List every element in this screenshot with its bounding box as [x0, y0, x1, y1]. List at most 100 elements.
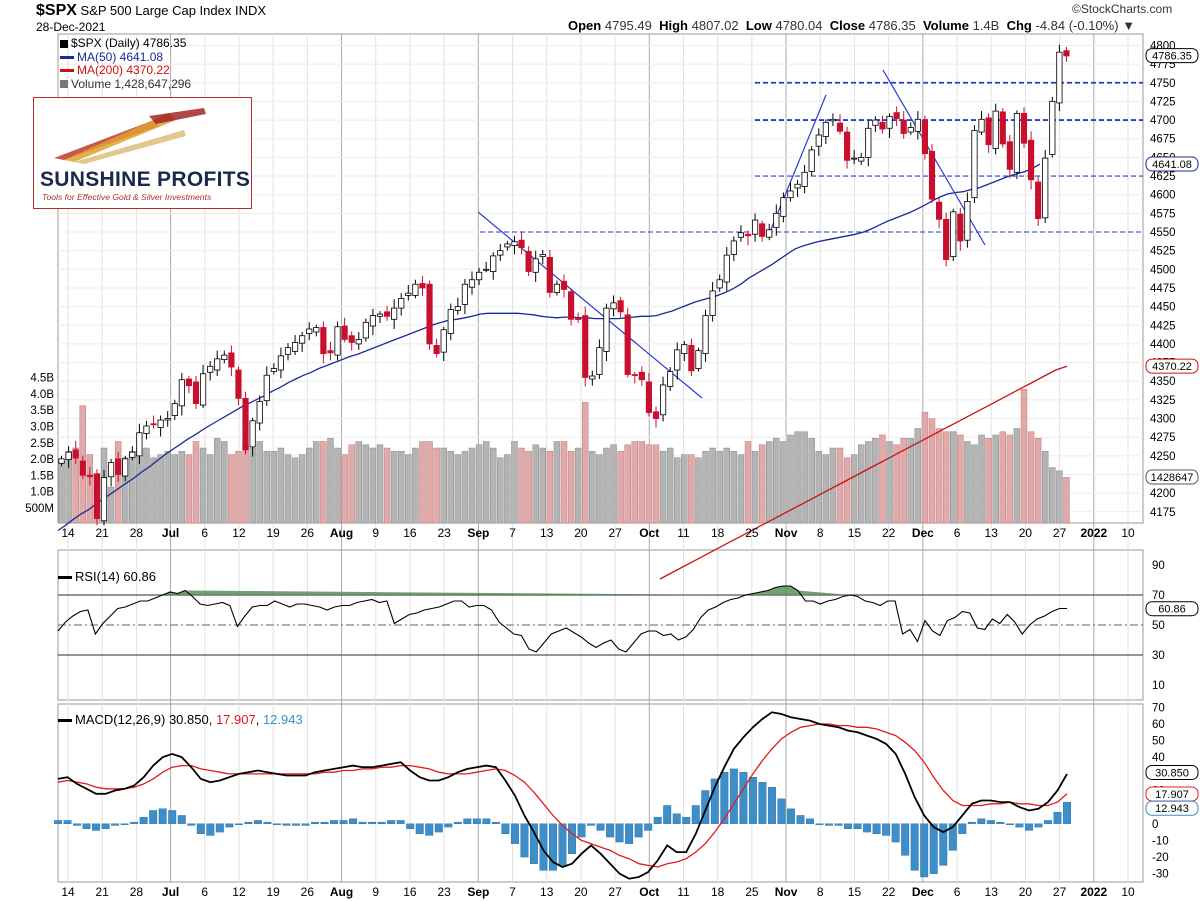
volume-bar	[369, 447, 377, 524]
candle-body	[391, 307, 398, 320]
x-tick-label: 12	[232, 526, 246, 540]
candle-body	[1020, 112, 1028, 144]
candle-body	[405, 292, 412, 296]
macd-histogram-bar	[358, 821, 367, 824]
volume-axis-label: 2.0B	[30, 454, 54, 466]
x-tick-label: 8	[817, 526, 824, 540]
chg-value: -4.84 (-0.10%)	[1035, 18, 1119, 33]
candle-body	[759, 223, 766, 237]
x-tick-label: 21	[96, 526, 110, 540]
candle-body	[228, 352, 235, 368]
low-label: Low	[745, 18, 772, 33]
volume-bar	[801, 431, 808, 524]
y-tick-label: 4500	[1150, 264, 1176, 276]
candle-body	[907, 127, 914, 133]
macd-tick-label: 50	[1152, 736, 1165, 748]
x-tick-label: 27	[1053, 885, 1067, 899]
volume-bar	[659, 451, 667, 524]
volume-bar	[829, 447, 837, 524]
close-label: Close	[829, 18, 866, 33]
macd-tag: 30.850	[1145, 764, 1199, 780]
x-tick-label: Sep	[467, 885, 489, 899]
candle-body	[695, 350, 702, 369]
candle-body	[107, 462, 115, 478]
x-tick-label: 20	[1019, 885, 1033, 899]
macd-histogram-bar	[234, 823, 243, 825]
rsi-tick-label: 30	[1152, 650, 1165, 662]
y-tick-label: 4350	[1150, 376, 1176, 388]
macd-histogram-bar	[501, 823, 510, 834]
macd-histogram-bar	[444, 823, 453, 828]
volume-bar	[688, 454, 695, 524]
volume-bar	[674, 457, 681, 524]
macd-histogram-bar	[939, 823, 948, 866]
chart-date: 28-Dec-2021	[36, 20, 106, 34]
candle-body	[171, 403, 178, 416]
volume-bar	[815, 451, 822, 524]
volume-bar	[334, 447, 341, 524]
volume-bar	[58, 460, 65, 524]
candle-body	[185, 378, 193, 387]
candle-body	[1049, 101, 1056, 155]
volume-bar	[872, 437, 879, 524]
volume-bar	[178, 451, 186, 524]
candle-body	[207, 365, 214, 373]
macd-tick-label: -30	[1152, 869, 1169, 881]
y-tick-label: 4675	[1150, 134, 1176, 146]
volume-bar	[610, 444, 617, 524]
candle-body	[136, 432, 143, 457]
candle-body	[843, 131, 851, 161]
x-tick-label: 26	[301, 885, 315, 899]
trendline	[769, 94, 827, 233]
volume-bar	[858, 444, 865, 524]
macd-histogram-bar	[330, 820, 339, 824]
volume-bar	[1063, 477, 1070, 524]
volume-bar	[681, 454, 688, 524]
candle-body	[497, 250, 504, 256]
line-icon	[60, 55, 74, 59]
candle-body	[284, 347, 292, 355]
x-tick-label: 2022	[1080, 526, 1107, 540]
macd-histogram-bar	[63, 820, 72, 824]
candle-body	[794, 183, 801, 189]
volume-bar	[652, 444, 660, 524]
volume-bar	[1049, 467, 1056, 524]
volume-bar	[525, 451, 532, 524]
macd-histogram-bar	[472, 818, 481, 824]
volume-bar	[751, 451, 759, 524]
candle-body	[610, 302, 617, 310]
candle-body	[575, 318, 582, 320]
candle-body	[122, 458, 129, 477]
x-tick-label: 9	[372, 526, 379, 540]
histogram-value: 12.943	[262, 712, 303, 727]
ma200-tag: 4370.22	[1145, 358, 1199, 374]
volume-bar	[702, 451, 709, 524]
macd-histogram-bar	[425, 823, 434, 836]
volume-bar	[808, 437, 815, 524]
volume-bar	[440, 447, 447, 524]
value-tag-box	[1145, 156, 1199, 172]
candle-body	[483, 268, 490, 271]
legend-ma200-text: MA(200) 4370.22	[77, 63, 170, 77]
exchange-label: INDX	[235, 3, 267, 18]
x-tick-label: 19	[266, 885, 280, 899]
candle-body	[766, 229, 773, 238]
macd-histogram-bar	[291, 823, 300, 826]
rsi-tick-label: 10	[1152, 680, 1165, 692]
candle-body	[398, 298, 405, 309]
volume-bar	[1020, 389, 1028, 524]
volume-axis-label: 4.5B	[30, 373, 54, 385]
volume-bar	[638, 441, 646, 524]
candle-body	[751, 219, 759, 235]
candle-body	[787, 190, 794, 199]
volume-bar	[419, 441, 426, 524]
panel-frame	[57, 703, 1144, 883]
y-tick-label: 4200	[1150, 488, 1176, 500]
value-tag-box	[1145, 601, 1199, 617]
volume-bar	[412, 447, 419, 524]
volume-bar	[327, 437, 334, 524]
candle-body	[355, 339, 362, 345]
macd-histogram-bar	[967, 821, 976, 824]
candle-body	[58, 458, 65, 464]
candle-body	[567, 291, 575, 320]
